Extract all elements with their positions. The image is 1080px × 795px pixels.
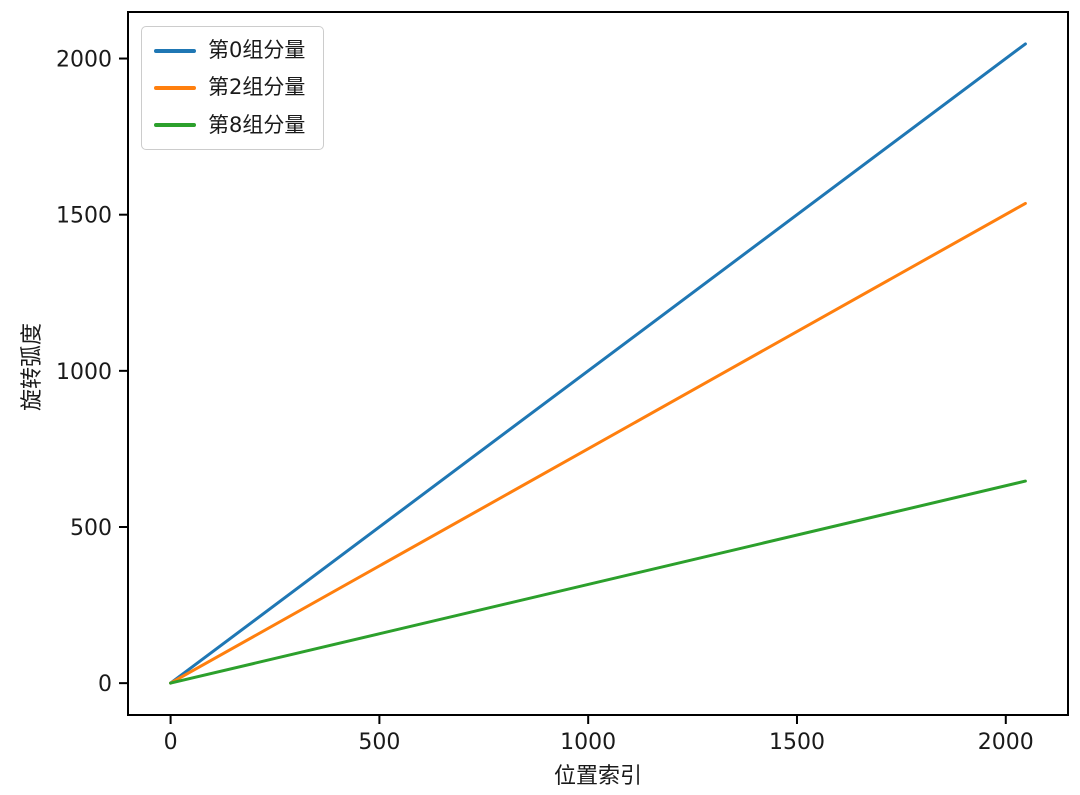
series-group [169, 42, 1027, 685]
y-tick-label: 500 [70, 516, 112, 541]
x-tick-label: 500 [358, 730, 400, 755]
x-axis-label: 位置索引 [553, 764, 642, 789]
legend-line-swatch [154, 123, 196, 128]
legend-label: 第2组分量 [208, 75, 306, 100]
legend-item: 第2组分量 [154, 74, 305, 101]
y-tick-label: 1000 [56, 360, 112, 385]
axes-frame [127, 11, 1069, 716]
legend-item: 第8组分量 [154, 112, 305, 139]
legend-label: 第8组分量 [208, 112, 306, 137]
legend-item: 第0组分量 [154, 37, 305, 64]
series-line [169, 479, 1027, 685]
legend-label: 第0组分量 [208, 38, 306, 62]
legend-line-swatch [154, 48, 196, 53]
series-line [169, 42, 1027, 685]
x-tick-label: 2000 [978, 730, 1034, 755]
y-tick-label: 2000 [56, 48, 112, 73]
y-tick-label: 0 [98, 672, 112, 697]
legend-line-swatch [154, 85, 196, 90]
y-axis-label: 旋转弧度 [20, 323, 45, 412]
x-tick-label: 1000 [560, 730, 616, 755]
series-line [169, 201, 1027, 685]
y-tick-label: 1500 [56, 204, 112, 229]
legend: 第0组分量第2组分量第8组分量 [141, 26, 325, 150]
ticks-group: 0 500 1000 1500 2000 0 500 1000 1500 2000 [56, 48, 1034, 755]
x-tick-label: 1500 [769, 730, 825, 755]
x-tick-label: 0 [164, 730, 178, 755]
